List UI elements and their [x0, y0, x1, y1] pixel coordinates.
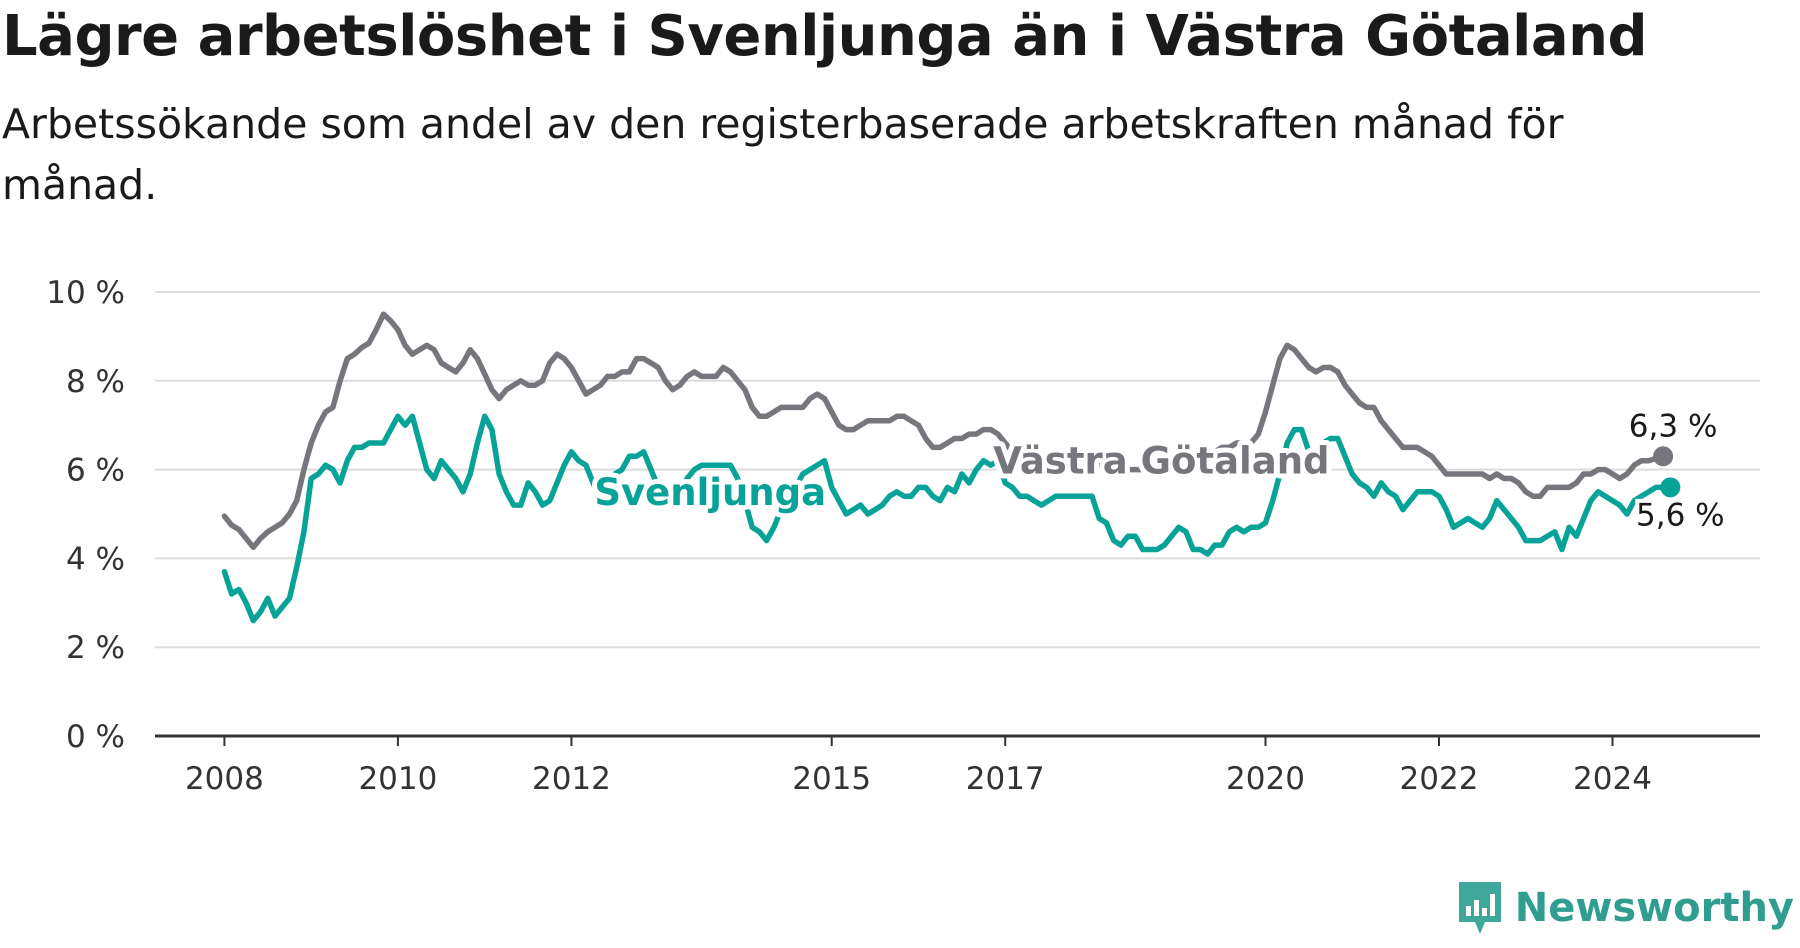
chart-title: Lägre arbetslöshet i Svenljunga än i Väs… — [2, 4, 1648, 69]
y-tick-label: 2 % — [66, 630, 125, 666]
chart-subtitle: Arbetssökande som andel av den registerb… — [2, 100, 1564, 209]
series-labels: 6,3 % 5,6 % Svenljunga Västra Götaland — [589, 404, 1728, 537]
gridlines — [155, 291, 1760, 738]
series-lines — [221, 311, 1681, 624]
x-tick-label: 2008 — [185, 761, 264, 797]
y-axis-ticks: 0 % 2 % 4 % 6 % 8 % 10 % — [46, 275, 125, 755]
y-tick-label: 0 % — [66, 719, 125, 755]
newsworthy-chart-icon — [1458, 882, 1501, 934]
brand-name: Newsworthy — [1514, 885, 1794, 931]
x-tick-label: 2015 — [792, 761, 871, 797]
x-tick-label: 2022 — [1400, 761, 1479, 797]
series-label-v-stra-g-taland: Västra Götaland — [993, 440, 1329, 483]
end-point-v-stra-g-taland — [1653, 446, 1674, 467]
x-tick-label: 2020 — [1226, 761, 1305, 797]
series-line-svenljunga — [221, 413, 1674, 624]
x-tick-label: 2012 — [532, 761, 611, 797]
x-axis-ticks: 2008 2010 2012 2015 2017 2020 2022 2024 — [185, 736, 1652, 797]
x-tick-label: 2010 — [358, 761, 437, 797]
end-label-v-stra-g-taland: 6,3 % — [1629, 408, 1718, 444]
y-tick-label: 4 % — [66, 541, 125, 577]
y-tick-label: 10 % — [46, 275, 125, 311]
y-tick-label: 8 % — [66, 364, 125, 400]
end-point-svenljunga — [1660, 477, 1681, 498]
series-line-v-stra-g-taland — [221, 311, 1666, 551]
y-tick-label: 6 % — [66, 453, 125, 489]
brand-logo: Newsworthy — [1455, 876, 1794, 940]
series-label-svenljunga: Svenljunga — [594, 471, 826, 514]
end-label-svenljunga: 5,6 % — [1636, 497, 1725, 533]
x-tick-label: 2024 — [1573, 761, 1652, 797]
x-tick-label: 2017 — [966, 761, 1045, 797]
